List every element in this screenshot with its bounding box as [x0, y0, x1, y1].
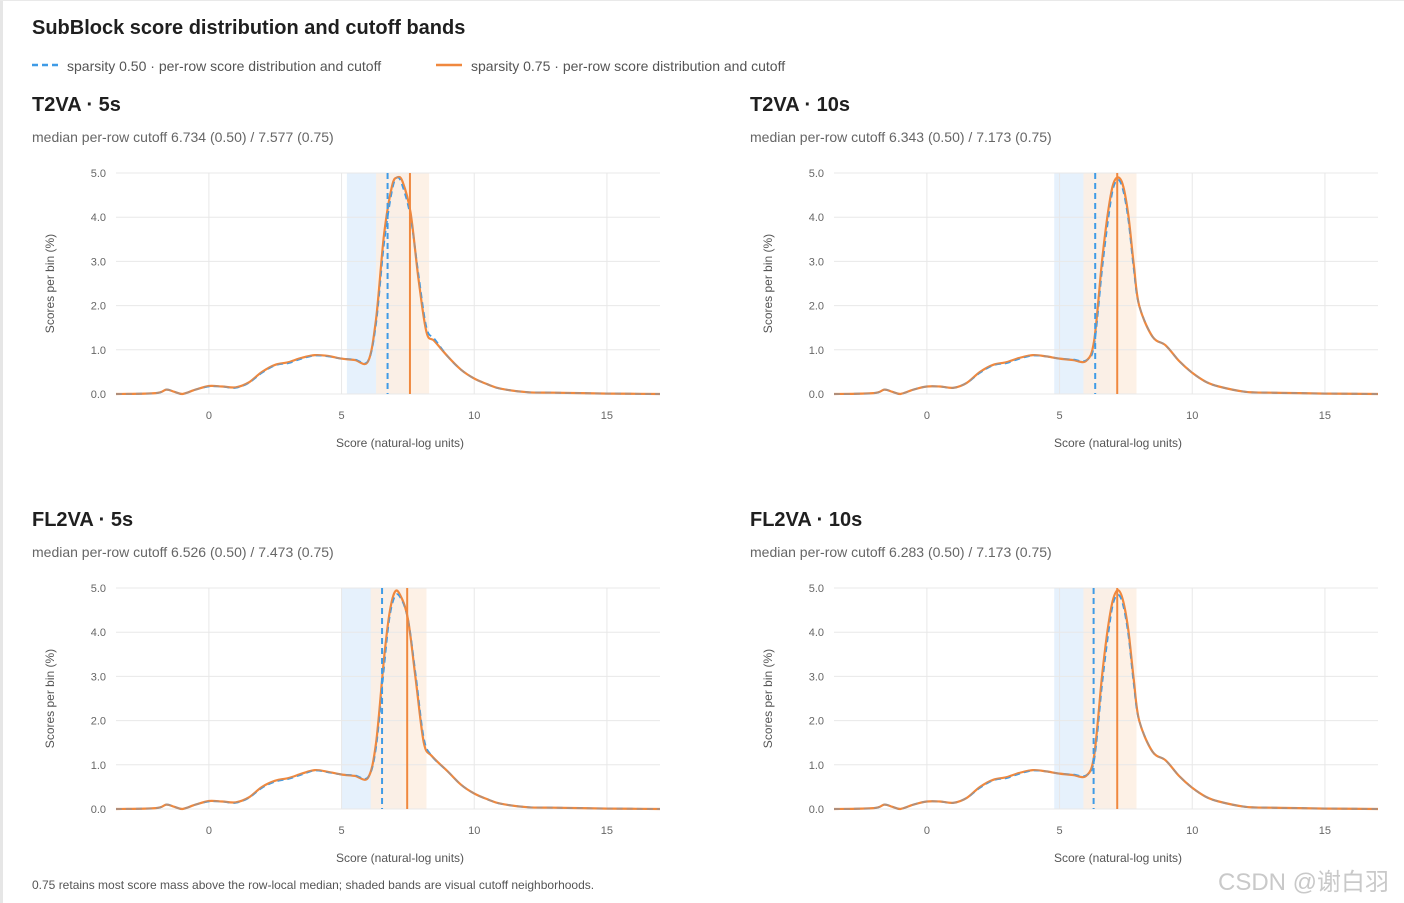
x-tick-label: 10	[1186, 825, 1198, 837]
panel-title: FL2VA · 5s	[32, 509, 134, 531]
y-tick-label: 0.0	[809, 804, 824, 816]
x-tick-label: 10	[468, 410, 480, 422]
page-frame-left	[0, 0, 3, 903]
y-tick-label: 1.0	[809, 760, 824, 772]
x-tick-label: 5	[1056, 410, 1062, 422]
legend-dashed-line-icon	[32, 63, 58, 67]
y-axis-label: Scores per bin (%)	[761, 649, 775, 748]
y-axis-label: Scores per bin (%)	[761, 234, 775, 333]
panel-subtitle: median per-row cutoff 6.343 (0.50) / 7.1…	[750, 129, 1052, 145]
legend-label: sparsity 0.75 · per-row score distributi…	[471, 58, 786, 74]
x-axis-label: Score (natural-log units)	[336, 851, 464, 865]
x-tick-label: 15	[601, 410, 613, 422]
y-axis-label: Scores per bin (%)	[43, 649, 57, 748]
legend-label: sparsity 0.50 · per-row score distributi…	[67, 58, 382, 74]
x-tick-label: 0	[924, 410, 930, 422]
x-tick-label: 0	[206, 410, 212, 422]
y-tick-label: 2.0	[809, 716, 824, 728]
y-tick-label: 3.0	[91, 671, 106, 683]
series-line-sparsity-075-overlay	[115, 176, 661, 395]
density-chart: 0.0 1.0 2.0 3.0 4.0 5.0 0 5 10 15 Score (natural-l…	[761, 583, 1379, 865]
y-tick-label: 4.0	[809, 212, 824, 224]
chart-panel-t2va-5s: T2VA · 5s median per-row cutoff 6.734 (0…	[32, 94, 692, 494]
y-tick-label: 0.0	[809, 389, 824, 401]
y-tick-label: 0.0	[91, 804, 106, 816]
x-tick-label: 0	[206, 825, 212, 837]
x-axis-label: Score (natural-log units)	[1054, 851, 1182, 865]
panel-title: T2VA · 5s	[32, 94, 121, 116]
panel-title: FL2VA · 10s	[750, 509, 863, 531]
x-tick-label: 0	[924, 825, 930, 837]
x-axis-label: Score (natural-log units)	[1054, 436, 1182, 450]
y-tick-label: 1.0	[91, 760, 106, 772]
y-tick-label: 1.0	[809, 345, 824, 357]
density-chart: 0.0 1.0 2.0 3.0 4.0 5.0 0 5 10 15 Score (natural-l…	[43, 168, 661, 450]
y-axis-label: Scores per bin (%)	[43, 234, 57, 333]
panel-subtitle: median per-row cutoff 6.526 (0.50) / 7.4…	[32, 544, 334, 560]
page-title: SubBlock score distribution and cutoff b…	[32, 17, 466, 39]
y-tick-label: 5.0	[809, 168, 824, 180]
chart-panel-t2va-10s: T2VA · 10s median per-row cutoff 6.343 (…	[750, 94, 1404, 494]
y-tick-label: 2.0	[809, 301, 824, 313]
chart-panel-fl2va-5s: FL2VA · 5s median per-row cutoff 6.526 (…	[32, 509, 692, 903]
panel-subtitle: median per-row cutoff 6.283 (0.50) / 7.1…	[750, 544, 1052, 560]
x-tick-label: 5	[338, 825, 344, 837]
y-tick-label: 3.0	[809, 256, 824, 268]
y-tick-label: 5.0	[809, 583, 824, 595]
footnote: 0.75 retains most score mass above the r…	[32, 878, 595, 892]
y-tick-label: 2.0	[91, 716, 106, 728]
x-tick-label: 10	[1186, 410, 1198, 422]
x-tick-label: 15	[1319, 410, 1331, 422]
chart-panel-fl2va-10s: FL2VA · 10s median per-row cutoff 6.283 …	[750, 509, 1404, 903]
watermark: CSDN @谢白羽	[1218, 869, 1390, 896]
series-line-sparsity-075-overlay	[833, 589, 1379, 810]
legend-solid-line-icon	[436, 63, 462, 67]
y-tick-label: 2.0	[91, 301, 106, 313]
cutoff-band-075	[376, 173, 430, 394]
panel-title: T2VA · 10s	[750, 94, 851, 116]
y-tick-label: 0.0	[91, 389, 106, 401]
y-tick-label: 5.0	[91, 168, 106, 180]
x-tick-label: 15	[601, 825, 613, 837]
y-tick-label: 3.0	[809, 671, 824, 683]
x-axis-label: Score (natural-log units)	[336, 436, 464, 450]
x-tick-label: 10	[468, 825, 480, 837]
series-line-sparsity-075-overlay	[833, 176, 1379, 395]
y-tick-label: 4.0	[91, 627, 106, 639]
x-tick-label: 5	[338, 410, 344, 422]
y-tick-label: 4.0	[91, 212, 106, 224]
y-tick-label: 5.0	[91, 583, 106, 595]
x-tick-label: 15	[1319, 825, 1331, 837]
density-chart: 0.0 1.0 2.0 3.0 4.0 5.0 0 5 10 15 Score (natural-l…	[761, 168, 1379, 450]
series-line-sparsity-075-overlay	[115, 589, 661, 810]
x-tick-label: 5	[1056, 825, 1062, 837]
y-tick-label: 3.0	[91, 256, 106, 268]
page-frame-top	[0, 0, 1404, 1]
density-chart: 0.0 1.0 2.0 3.0 4.0 5.0 0 5 10 15 Score (natural-l…	[43, 583, 661, 865]
y-tick-label: 4.0	[809, 627, 824, 639]
panel-subtitle: median per-row cutoff 6.734 (0.50) / 7.5…	[32, 129, 334, 145]
y-tick-label: 1.0	[91, 345, 106, 357]
